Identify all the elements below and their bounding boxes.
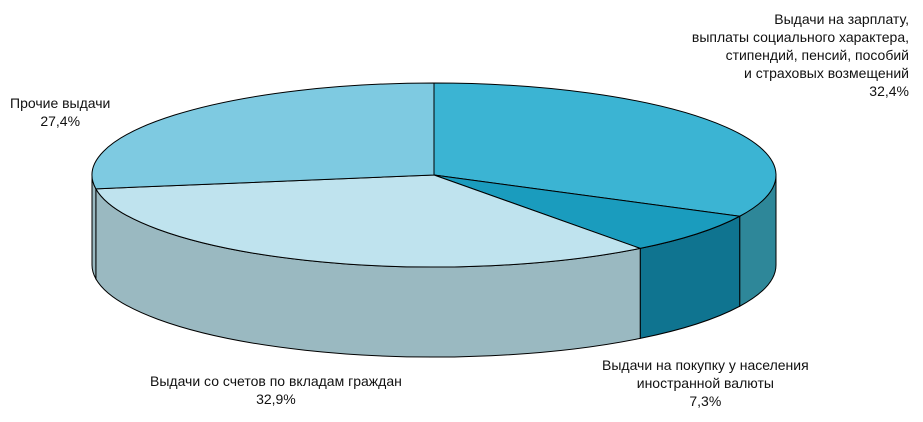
- label-line: выплаты социального характера,: [691, 29, 909, 45]
- label-deposit-withdrawals: Выдачи со счетов по вкладам граждан 32,9…: [150, 372, 402, 408]
- pie-slice-side-3: [91, 174, 97, 281]
- pie-slice-2: [95, 174, 641, 268]
- label-line: Прочие выдачи: [10, 95, 111, 111]
- label-currency-purchase: Выдачи на покупку у населения иностранно…: [602, 356, 809, 410]
- label-value: 32,9%: [256, 391, 296, 407]
- label-salary-payments: Выдачи на зарплату, выплаты социального …: [692, 10, 909, 100]
- label-line: Выдачи на зарплату,: [774, 11, 909, 27]
- label-value: 7,3%: [689, 393, 722, 409]
- pie-slice-3: [91, 82, 435, 190]
- pie-sides: [91, 174, 777, 358]
- pie-slice-0: [433, 82, 777, 217]
- label-value: 27,4%: [40, 113, 81, 129]
- label-line: Выдачи со счетов по вкладам граждан: [150, 373, 402, 389]
- label-line: и страховых возмещений: [744, 65, 909, 81]
- label-line: иностранной валюты: [636, 375, 774, 391]
- label-line: Выдачи на покупку у населения: [602, 357, 809, 373]
- label-line: стипендий, пенсий, пособий: [725, 47, 909, 63]
- pie-tops: [91, 82, 777, 268]
- pie-slice-1: [433, 174, 741, 249]
- label-value: 32,4%: [869, 83, 909, 99]
- label-other-payments: Прочие выдачи 27,4%: [10, 94, 110, 130]
